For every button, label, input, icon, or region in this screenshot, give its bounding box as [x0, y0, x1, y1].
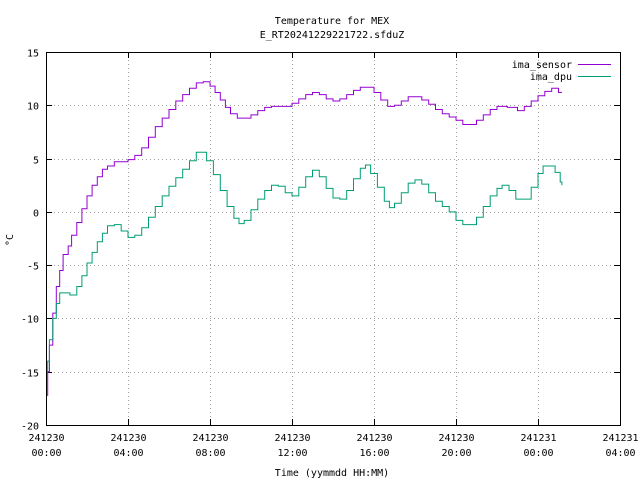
x-tick-labels: 241230 00:00 241230 04:00 241230 08:00 241230 1…: [28, 433, 638, 459]
x-tick-label-time: 00:00: [523, 448, 553, 459]
y-tick-label: 15: [27, 49, 39, 60]
y-tick-labels: -20 -15 -10 -5 0 5 10 15: [21, 49, 39, 433]
y-tick-label: -20: [21, 422, 39, 433]
x-tick-label-time: 12:00: [277, 448, 307, 459]
series-line-ima-dpu: [46, 151, 563, 373]
x-tick-label-time: 04:00: [113, 448, 143, 459]
x-tick-label-date: 241230: [356, 433, 392, 444]
chart-subtitle: E_RT20241229221722.sfduZ: [260, 30, 405, 41]
series-lines: [46, 81, 563, 396]
y-tick-label: 5: [33, 156, 39, 167]
y-tick-label: 10: [27, 102, 39, 113]
y-axis-label: °C: [5, 234, 16, 246]
axis-ticks: [46, 52, 621, 426]
legend-label-ima-dpu: ima_dpu: [530, 72, 572, 83]
x-tick-label-date: 241230: [274, 433, 310, 444]
x-tick-label-time: 20:00: [441, 448, 471, 459]
x-tick-label-date: 241231: [602, 433, 638, 444]
chart-title: Temperature for MEX: [275, 16, 389, 27]
x-tick-label-date: 241230: [438, 433, 474, 444]
y-tick-label: -15: [21, 369, 39, 380]
x-tick-label-time: 04:00: [605, 448, 635, 459]
x-axis-label: Time (yymmdd HH:MM): [275, 468, 389, 479]
x-tick-label-date: 241230: [28, 433, 64, 444]
x-tick-label-date: 241230: [110, 433, 146, 444]
x-tick-label-time: 08:00: [195, 448, 225, 459]
y-tick-label: -10: [21, 315, 39, 326]
plot-frame: [46, 52, 621, 426]
y-tick-label: -5: [27, 262, 39, 273]
legend-label-ima-sensor: ima_sensor: [512, 60, 572, 71]
series-line-ima-sensor: [46, 81, 562, 396]
x-tick-label-date: 241231: [520, 433, 556, 444]
y-tick-label: 0: [33, 209, 39, 220]
x-tick-label-time: 16:00: [359, 448, 389, 459]
gridlines: [46, 52, 620, 425]
x-tick-label-time: 00:00: [31, 448, 61, 459]
x-tick-label-date: 241230: [192, 433, 228, 444]
